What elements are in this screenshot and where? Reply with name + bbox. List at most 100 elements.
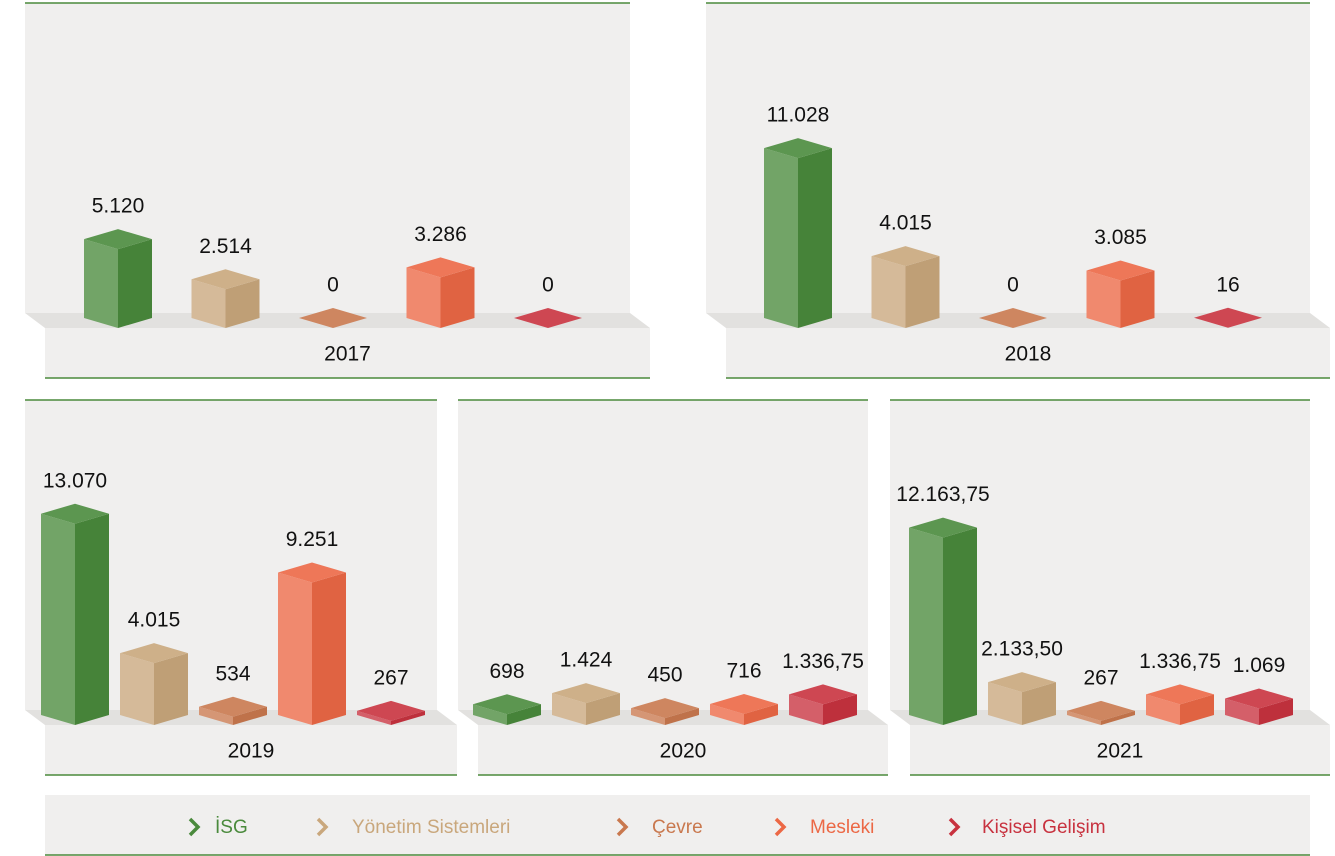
bar [299, 308, 367, 328]
value-label: 267 [373, 666, 408, 689]
bar-top [299, 308, 367, 328]
bar [710, 693, 778, 725]
value-label: 450 [647, 664, 682, 687]
year-label: 2020 [660, 740, 707, 763]
year-label: 2021 [1097, 740, 1144, 763]
bar-top [1225, 688, 1293, 709]
bar-right [665, 708, 699, 725]
shelf-front [45, 725, 457, 775]
value-label: 12.163,75 [896, 483, 989, 506]
bar-left [988, 682, 1022, 725]
value-label: 5.120 [92, 195, 145, 218]
legend-arrow [948, 817, 961, 837]
value-label: 2.133,50 [981, 638, 1063, 661]
bar-top [406, 257, 475, 278]
bar-top [988, 672, 1056, 693]
bar [406, 257, 475, 328]
bar-right [1180, 694, 1214, 725]
value-label: 0 [1007, 274, 1019, 297]
shelf-front [45, 328, 650, 378]
bar-right [233, 706, 267, 725]
value-label: 2.514 [199, 235, 252, 258]
value-label: 1.336,75 [782, 650, 864, 673]
value-label: 1.424 [560, 649, 613, 672]
bar-top [789, 684, 857, 705]
bar-left [1146, 694, 1180, 725]
bar-left [552, 693, 586, 725]
value-label: 4.015 [879, 212, 932, 235]
legend-label: Kişisel Gelişim [982, 817, 1106, 838]
value-label: 534 [215, 662, 250, 685]
bar-top [1067, 700, 1135, 721]
bar-right [75, 513, 109, 725]
legend-label: Mesleki [810, 817, 874, 838]
bar [909, 517, 977, 725]
bar-right [118, 239, 152, 328]
legend-label: Yönetim Sistemleri [352, 817, 510, 838]
bar-right [391, 710, 425, 725]
bar [979, 308, 1047, 328]
bar [278, 562, 346, 725]
bar-top [199, 696, 267, 717]
value-label: 13.070 [43, 469, 107, 492]
legend-arrow [774, 817, 787, 837]
bar-top [357, 700, 425, 721]
value-label: 3.286 [414, 223, 467, 246]
bar-top [473, 694, 541, 715]
panel-bg [458, 400, 868, 710]
bar-left [631, 708, 665, 725]
bar [120, 643, 188, 725]
bar [764, 138, 832, 328]
legend-box [45, 795, 1310, 855]
bar-left [278, 572, 312, 725]
bar-left [199, 706, 233, 725]
bar [41, 503, 109, 725]
bar-top [552, 683, 620, 704]
bar [1086, 260, 1155, 328]
bar-left [191, 279, 226, 328]
bar-top [1086, 260, 1155, 281]
bar [1146, 684, 1214, 725]
shelf-front [478, 725, 888, 775]
bar-left [41, 513, 75, 725]
bar-left [710, 703, 744, 725]
bar-left [406, 267, 441, 328]
bar [871, 246, 940, 328]
bar-top [631, 698, 699, 719]
bar-right [1120, 270, 1155, 328]
bar [473, 694, 541, 725]
value-label: 11.028 [767, 104, 830, 127]
value-label: 4.015 [128, 609, 181, 632]
bar-left [1225, 698, 1259, 725]
legend-label: Çevre [652, 817, 703, 838]
bar-top [979, 308, 1047, 328]
shelf-front [726, 328, 1330, 378]
bar-left [473, 704, 507, 725]
value-label: 698 [489, 660, 524, 683]
bar-left [871, 256, 906, 328]
bar [789, 684, 857, 725]
bar [514, 308, 582, 328]
bar-top [514, 308, 582, 328]
legend-arrow [188, 817, 201, 837]
bar [357, 700, 425, 725]
bar [1225, 688, 1293, 725]
bar-right [1101, 710, 1135, 725]
bar-top [41, 503, 109, 524]
bar [631, 698, 699, 725]
bar [1067, 700, 1135, 725]
bar-right [744, 703, 778, 725]
legend-arrow [616, 817, 629, 837]
bar-right [507, 704, 541, 725]
bar-left [1086, 270, 1121, 328]
value-label: 1.069 [1233, 654, 1286, 677]
year-label: 2019 [228, 740, 275, 763]
bar [84, 229, 152, 328]
shelf-front [910, 725, 1330, 775]
value-label: 716 [726, 660, 761, 683]
bar-right [823, 694, 857, 725]
bar [988, 672, 1056, 725]
value-label: 16 [1216, 273, 1239, 296]
bar [1194, 307, 1262, 328]
